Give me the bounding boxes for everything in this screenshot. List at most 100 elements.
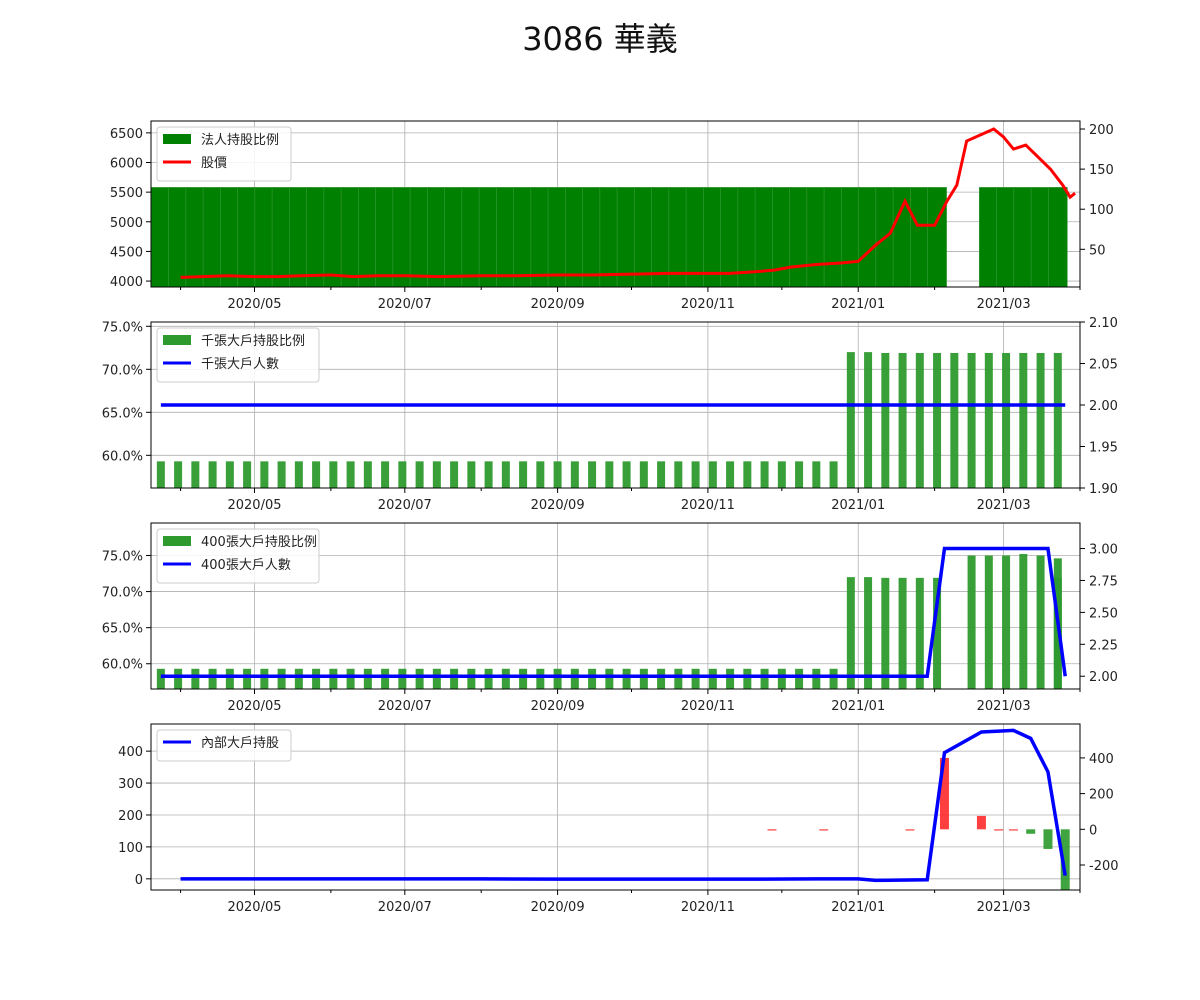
x-tick-label: 2020/05 (227, 900, 281, 915)
holding-bar (363, 668, 372, 689)
holding-bar (691, 668, 700, 689)
y-tick-label: 70.0% (102, 586, 143, 601)
holding-bar (806, 187, 827, 288)
holding-bar (639, 668, 648, 689)
holding-bar (519, 461, 528, 488)
holding-bar (519, 668, 528, 689)
holding-bar (915, 352, 924, 488)
holding-bar (812, 461, 821, 488)
holding-bar (312, 461, 321, 488)
holding-bar (484, 461, 493, 488)
holding-bar (657, 461, 666, 488)
legend-bar-swatch (163, 134, 191, 144)
holding-bar (743, 461, 752, 488)
y-tick-label: 300 (118, 777, 143, 792)
holding-bar (984, 555, 993, 689)
holding-bar (323, 187, 344, 288)
y2-tick-label: 2.75 (1089, 574, 1118, 589)
panel-3 (146, 522, 1085, 694)
x-tick-label: 2020/11 (681, 498, 735, 513)
holding-bar (795, 461, 804, 488)
y2-tick-label: 1.90 (1089, 482, 1118, 497)
holding-bar (616, 187, 637, 288)
y-tick-label: 6000 (110, 157, 143, 172)
holding-bar (208, 668, 217, 689)
holding-bar (674, 461, 683, 488)
holding-bar (726, 461, 735, 488)
legend-label: 千張大戶人數 (201, 357, 279, 372)
holding-bar (484, 668, 493, 689)
holding-bar (392, 187, 413, 288)
holding-bar (605, 668, 614, 689)
holding-bar (760, 668, 769, 689)
holding-bar (967, 555, 976, 689)
y-tick-label: 6500 (110, 127, 143, 142)
holding-bar (225, 461, 234, 488)
holding-bar (588, 461, 597, 488)
figure-title: 3086 華義 (522, 20, 678, 58)
y-tick-label: 4500 (110, 245, 143, 260)
y2-tick-label: -200 (1089, 859, 1119, 874)
holding-bar (151, 187, 171, 288)
price-line (180, 127, 1077, 279)
holding-bar (915, 577, 924, 689)
holding-bar (202, 187, 223, 288)
change-bar (905, 829, 915, 831)
holding-bar (191, 461, 200, 488)
holding-bar (570, 668, 579, 689)
holding-bar (829, 668, 838, 689)
holding-bar (864, 352, 873, 488)
holding-bar (174, 461, 183, 488)
change-bar (1026, 829, 1036, 834)
holding-bar (185, 187, 206, 288)
holding-bar (220, 187, 240, 288)
holding-bar (1019, 352, 1028, 488)
legend-box (156, 528, 320, 584)
y-tick-label: 75.0% (102, 320, 143, 335)
y-tick-label: 60.0% (102, 658, 143, 673)
y2-tick-label: 0 (1089, 823, 1097, 838)
holding-bar (536, 461, 545, 488)
holding-bar (565, 187, 585, 288)
x-tick-label: 2020/05 (227, 699, 281, 714)
holding-bar (829, 461, 838, 488)
legend-label: 千張大戶持股比例 (201, 334, 305, 349)
x-tick-label: 2021/03 (977, 498, 1031, 513)
change-bar (976, 815, 986, 830)
holding-bar (639, 461, 648, 488)
insider-holding-line (180, 728, 1067, 883)
y-tick-label: 5500 (110, 186, 143, 201)
plot-frame (150, 723, 1081, 891)
holding-bar (898, 352, 907, 488)
holding-bar (432, 461, 441, 488)
holding-bar (243, 668, 252, 689)
x-tick-label: 2021/03 (977, 297, 1031, 312)
change-bar (819, 829, 829, 831)
holding-bar (277, 668, 286, 689)
panel-2 (146, 321, 1085, 493)
x-tick-label: 2020/09 (531, 297, 585, 312)
holding-bar (375, 187, 395, 288)
holding-bar (657, 668, 666, 689)
holding-bar (530, 187, 551, 288)
holding-bar (841, 187, 861, 288)
holding-bar (363, 461, 372, 488)
holding-bar (570, 461, 579, 488)
holding-bar (415, 461, 424, 488)
holding-bar (984, 352, 993, 488)
holding-bar (432, 668, 441, 689)
holding-bar (777, 668, 786, 689)
y2-tick-label: 2.25 (1089, 638, 1118, 653)
holding-bar (277, 461, 286, 488)
holding-bar (979, 187, 999, 288)
holding-bar (622, 461, 631, 488)
y-tick-label: 70.0% (102, 363, 143, 378)
y2-tick-label: 2.00 (1089, 670, 1118, 685)
legend-box (156, 327, 320, 383)
holding-bar (1053, 352, 1062, 488)
change-bar (1060, 829, 1070, 890)
holding-bar (898, 577, 907, 689)
holding-bar (823, 187, 844, 288)
holding-bar (225, 668, 234, 689)
